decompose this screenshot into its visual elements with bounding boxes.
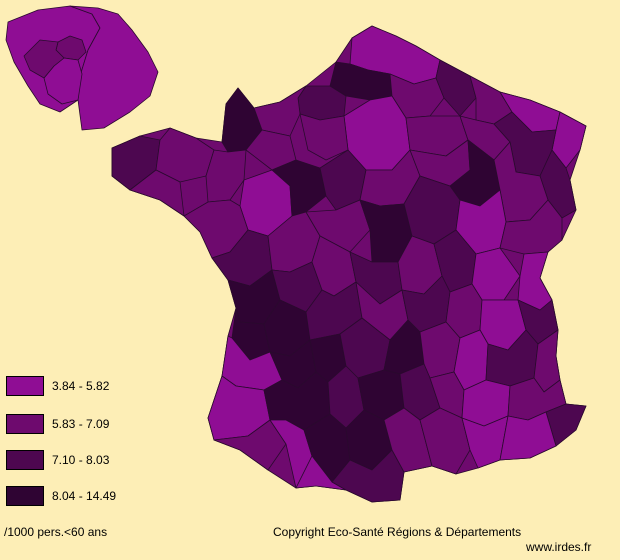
department (517, 251, 553, 311)
paris-inset (5, 5, 159, 131)
department (331, 449, 405, 503)
legend-label: 8.04 - 14.49 (52, 489, 117, 503)
legend-swatch (6, 376, 44, 396)
legend-swatch (6, 486, 44, 506)
department (499, 199, 563, 255)
legend-swatch (6, 414, 44, 434)
website-link[interactable]: www.irdes.fr (526, 540, 592, 554)
unit-label: /1000 pers.<60 ans (4, 525, 108, 539)
legend-item: 8.04 - 14.49 (6, 486, 116, 506)
legend-item: 5.83 - 7.09 (6, 414, 109, 434)
legend-item: 3.84 - 5.82 (6, 376, 109, 396)
department (545, 403, 587, 447)
department (297, 85, 347, 121)
inset-region (23, 39, 65, 79)
legend-swatch (6, 450, 44, 470)
department (129, 169, 185, 217)
legend-label: 5.83 - 7.09 (52, 417, 110, 431)
department (271, 159, 327, 217)
legend-item: 7.10 - 8.03 (6, 450, 109, 470)
copyright-text: Copyright Eco-Santé Régions & Départemen… (273, 525, 522, 539)
mainland-france (111, 25, 587, 503)
department (155, 127, 215, 183)
legend-label: 7.10 - 8.03 (52, 453, 110, 467)
department (499, 411, 557, 461)
department (295, 455, 347, 491)
legend-label: 3.84 - 5.82 (52, 379, 110, 393)
inset-region (69, 5, 159, 131)
